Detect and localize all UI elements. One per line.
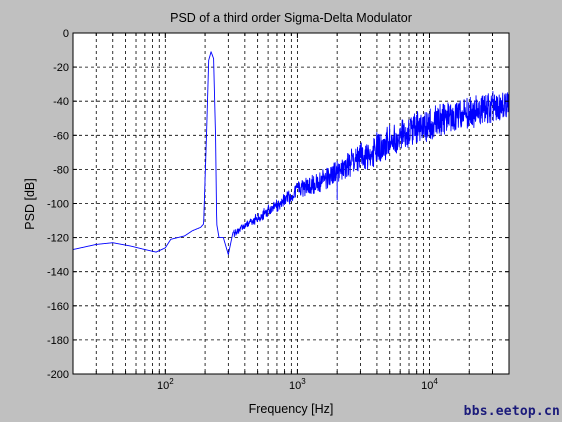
grid — [73, 33, 509, 374]
psd-line — [72, 51, 510, 256]
axis-ticks: 0-20-40-60-80-100-120-140-160-180-200102… — [47, 28, 509, 392]
chart-title: PSD of a third order Sigma-Delta Modulat… — [170, 11, 412, 25]
x-tick-label-base: 10 — [289, 380, 301, 392]
x-tick-label: 103 — [289, 377, 306, 392]
watermark: bbs.eetop.cn — [463, 404, 560, 419]
y-tick-label: -40 — [53, 96, 69, 108]
x-tick-label-exponent: 3 — [301, 377, 306, 386]
y-axis-label: PSD [dB] — [23, 178, 37, 229]
y-tick-label: -100 — [47, 199, 69, 211]
x-tick-label-exponent: 4 — [433, 377, 438, 386]
x-tick-label-base: 10 — [157, 380, 169, 392]
y-tick-label: -120 — [47, 233, 69, 245]
y-tick-label: -180 — [47, 335, 69, 347]
y-tick-label: -160 — [47, 301, 69, 313]
y-tick-label: 0 — [63, 28, 69, 40]
psd-series — [72, 51, 510, 256]
y-tick-label: -60 — [53, 130, 69, 142]
y-tick-label: -140 — [47, 267, 69, 279]
x-tick-label-exponent: 2 — [169, 377, 174, 386]
y-tick-label: -20 — [53, 62, 69, 74]
x-tick-label-base: 10 — [421, 380, 433, 392]
x-tick-label: 104 — [421, 377, 438, 392]
y-tick-label: -80 — [53, 164, 69, 176]
x-axis-label: Frequency [Hz] — [249, 402, 334, 416]
y-tick-label: -200 — [47, 369, 69, 381]
x-tick-label: 102 — [157, 377, 174, 392]
